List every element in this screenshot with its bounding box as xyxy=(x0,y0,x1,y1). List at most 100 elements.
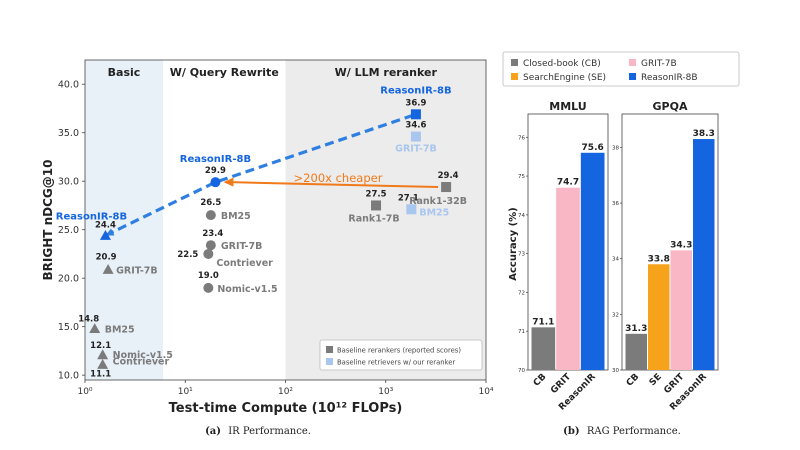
x-axis-label: Test-time Compute (10¹² FLOPs) xyxy=(169,401,403,416)
point-value-label-2: 14.8 xyxy=(78,315,99,325)
caption-a-label: (a) xyxy=(205,426,221,437)
y-axis-label: BRIGHT nDCG@10 xyxy=(41,160,55,281)
rag-bar-value-label-1-1: 33.8 xyxy=(648,254,670,264)
region-label-2: W/ LLM reranker xyxy=(335,66,438,79)
y-tick-label-2: 20.0 xyxy=(58,274,79,285)
rag-y-tick-label-0-3: 73 xyxy=(518,252,525,258)
point-name-label-7: GRIT-7B xyxy=(221,241,263,252)
point-value-label-12: 27.1 xyxy=(398,193,419,203)
annotation-arrow-line xyxy=(231,181,439,189)
point-marker-6 xyxy=(205,210,216,221)
point-value-label-1: 20.9 xyxy=(96,252,117,262)
point-marker-14 xyxy=(371,200,382,211)
y-tick-label-5: 35.0 xyxy=(58,128,79,139)
rag-subplot-title-bg-0 xyxy=(528,99,608,114)
rag-legend-swatch-2 xyxy=(511,73,518,80)
rag-subplot-title-0: MMLU xyxy=(549,100,586,113)
rag-y-tick-label-1-2: 34 xyxy=(612,257,619,263)
point-value-label-4: 11.1 xyxy=(90,369,111,379)
point-marker-7 xyxy=(205,240,216,251)
rag-bar-value-label-0-0: 71.1 xyxy=(532,317,554,327)
rag-legend-label-3: ReasonIR-8B xyxy=(641,73,698,83)
rag-subplot-title-1: GPQA xyxy=(653,100,688,113)
rag-bar-1-3 xyxy=(693,139,715,370)
rag-legend-swatch-3 xyxy=(629,73,636,80)
rag-subplot-1: GPQA303234363831.3CB33.8SE34.3GRIT38.3Re… xyxy=(612,99,719,413)
point-name-label-5: ReasonIR-8B xyxy=(180,154,251,165)
point-marker-3 xyxy=(97,349,109,360)
x-tick-label-3: 10³ xyxy=(378,387,393,397)
captions: (a) IR Performance. (b) RAG Performance. xyxy=(205,426,681,437)
rag-legend-label-0: Closed-book (CB) xyxy=(523,59,601,69)
region-bg-2 xyxy=(285,60,486,380)
rag-y-tick-label-0-0: 70 xyxy=(518,368,525,374)
rag-y-tick-label-1-1: 32 xyxy=(612,312,619,318)
point-value-label-7: 23.4 xyxy=(202,229,223,239)
ir-legend-swatch-0 xyxy=(326,346,333,353)
point-name-label-10: ReasonIR-8B xyxy=(380,85,451,96)
rag-y-tick-label-1-0: 30 xyxy=(612,368,619,374)
rag-y-tick-label-1-3: 36 xyxy=(612,201,619,207)
region-bg-0 xyxy=(85,60,164,380)
ir-legend: Baseline rerankers (reported scores) Base… xyxy=(319,339,483,371)
point-marker-8 xyxy=(203,248,214,259)
point-value-label-3: 12.1 xyxy=(90,341,111,351)
rag-bar-value-label-0-1: 74.7 xyxy=(557,178,579,188)
rag-category-label-0-0: CB xyxy=(532,372,549,389)
rag-legend-swatch-0 xyxy=(511,59,518,66)
rag-bar-value-label-0-2: 75.6 xyxy=(582,143,604,153)
rag-category-label-1-0: CB xyxy=(625,372,642,389)
rag-subplot-frame-1 xyxy=(621,113,719,371)
point-name-label-1: GRIT-7B xyxy=(116,265,158,276)
rag-legend-label-1: GRIT-7B xyxy=(641,59,677,69)
point-name-label-9: Nomic-v1.5 xyxy=(217,284,277,295)
point-name-label-4: Contriever xyxy=(113,356,170,367)
region-bg-1 xyxy=(163,60,286,380)
x-tick-label-2: 10² xyxy=(278,387,293,397)
rag-bar-0-2 xyxy=(580,152,605,370)
point-marker-11 xyxy=(410,131,421,142)
ir-legend-label-0: Baseline rerankers (reported scores) xyxy=(337,347,461,355)
point-name-label-0: ReasonIR-8B xyxy=(56,212,127,223)
point-name-label-8: Contriever xyxy=(216,258,273,269)
rag-y-tick-label-0-2: 72 xyxy=(518,290,525,296)
rag-legend-swatch-1 xyxy=(629,59,636,66)
rag-bar-1-1 xyxy=(648,264,670,370)
rag-bar-1-2 xyxy=(670,250,692,370)
x-tick-label-4: 10⁴ xyxy=(478,387,493,397)
point-marker-13 xyxy=(441,182,452,193)
ir-legend-swatch-1 xyxy=(326,358,333,365)
point-marker-4 xyxy=(97,358,109,369)
region-label-1: W/ Query Rewrite xyxy=(170,66,279,79)
rag-bar-1-0 xyxy=(625,333,647,370)
rag-category-label-1-1: SE xyxy=(648,372,664,388)
point-value-label-14: 27.5 xyxy=(366,189,387,199)
rag-bar-value-label-1-3: 38.3 xyxy=(693,129,715,139)
y-tick-label-6: 40.0 xyxy=(58,80,79,91)
point-name-label-3: Nomic-v1.5 xyxy=(113,350,173,361)
point-value-label-0: 24.4 xyxy=(95,221,116,231)
rag-bar-value-label-1-2: 34.3 xyxy=(670,240,692,250)
point-value-label-10: 36.9 xyxy=(405,98,426,108)
rag-subplot-0: MMLU7071727374757671.1CB74.7GRIT75.6Reas… xyxy=(518,99,609,413)
rag-y-tick-label-1-4: 38 xyxy=(612,145,619,151)
x-tick-label-1: 10¹ xyxy=(178,387,193,397)
point-marker-9 xyxy=(203,282,214,293)
point-name-label-2: BM25 xyxy=(105,325,135,336)
ir-legend-label-1: Baseline retrievers w/ our reranker xyxy=(337,359,455,367)
point-marker-12 xyxy=(406,204,417,215)
ir-performance-chart: Basic W/ Query Rewrite W/ LLM reranker 10.0… xyxy=(41,59,494,416)
rag-y-tick-label-0-6: 76 xyxy=(518,135,525,141)
point-marker-0 xyxy=(99,230,111,240)
point-name-label-14: Rank1-7B xyxy=(348,213,399,224)
rag-y-tick-label-0-4: 74 xyxy=(518,213,525,219)
point-marker-2 xyxy=(89,323,101,334)
rag-bar-0-0 xyxy=(531,327,556,370)
point-value-label-9: 19.0 xyxy=(198,271,219,281)
y-tick-label-0: 10.0 xyxy=(58,371,79,382)
rag-y-axis-label: Accuracy (%) xyxy=(508,207,519,280)
caption-b-label: (b) xyxy=(563,426,579,437)
rag-y-tick-label-0-5: 75 xyxy=(518,174,525,180)
caption-a: (a) IR Performance. xyxy=(205,426,311,437)
